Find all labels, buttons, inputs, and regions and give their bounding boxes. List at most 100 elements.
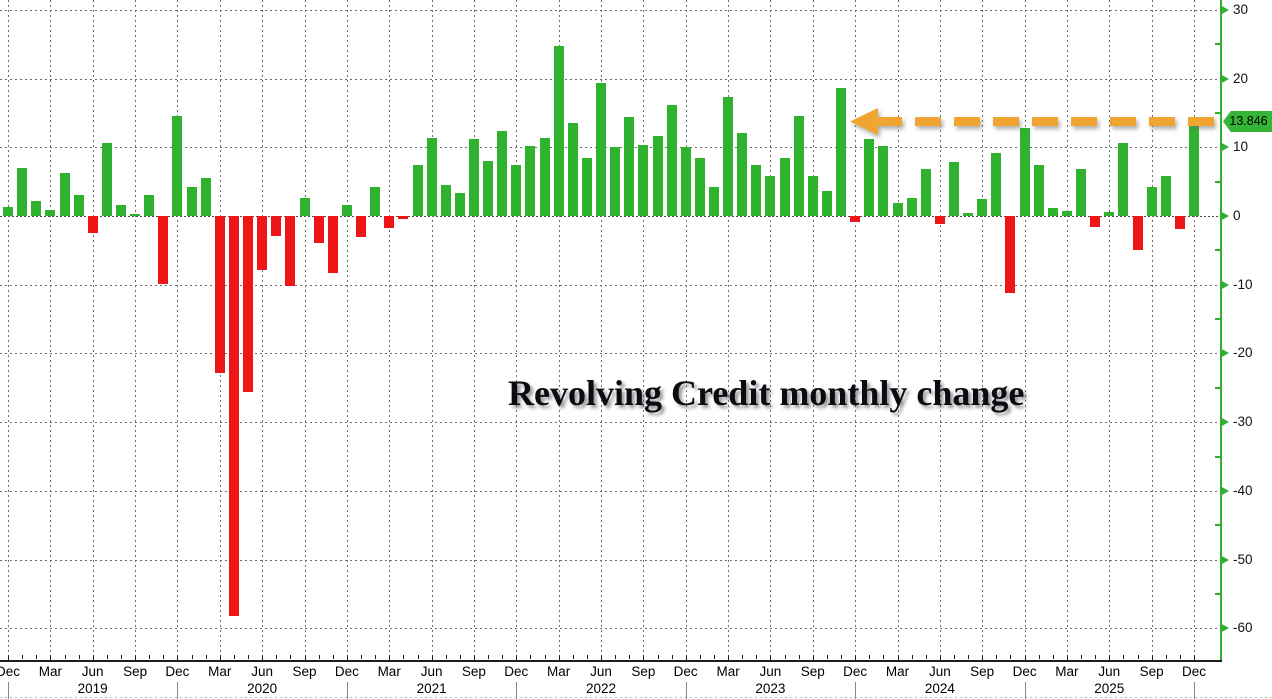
- x-month-tick: [473, 655, 475, 660]
- bar-Nov-2024: [1005, 216, 1016, 293]
- bar-Oct-2025: [1160, 176, 1171, 216]
- y-tick-arrow-icon: [1220, 417, 1229, 428]
- y-tick-arrow-icon: [1220, 623, 1229, 634]
- page-title: Revolving Credit monthly change: [508, 373, 1025, 413]
- x-month-tick: [375, 655, 377, 659]
- bar-Mar-2024: [892, 202, 903, 216]
- y-axis-line: [1220, 0, 1222, 662]
- gridline-vertical: [897, 0, 899, 660]
- x-year-separator: [855, 682, 857, 699]
- x-tick-label: Dec: [0, 664, 20, 679]
- last-value-tag: 13.846: [1223, 111, 1272, 132]
- bar-Aug-2019: [116, 205, 126, 216]
- x-month-tick: [714, 655, 715, 659]
- bar-Feb-2025: [1047, 208, 1058, 216]
- bar-Oct-2024: [991, 152, 1002, 216]
- x-month-tick: [488, 655, 489, 659]
- y-tick-label: -30: [1233, 414, 1253, 430]
- x-month-tick: [92, 655, 94, 660]
- gridline-vertical: [728, 0, 730, 660]
- bar-Jul-2024: [949, 162, 959, 216]
- x-tick-label: Jun: [759, 664, 782, 679]
- x-month-tick: [502, 655, 504, 659]
- bar-Nov-2025: [1174, 216, 1185, 230]
- bar-Nov-2019: [158, 216, 169, 284]
- gridline-vertical: [92, 0, 94, 660]
- x-tick-label: Jun: [81, 664, 104, 679]
- gridline-vertical: [431, 0, 433, 660]
- bar-Feb-2023: [709, 186, 719, 216]
- bar-Jun-2025: [1104, 211, 1115, 216]
- x-month-tick: [685, 655, 687, 660]
- gridline-vertical: [812, 0, 814, 660]
- bar-Mar-2021: [384, 216, 395, 228]
- bar-Feb-2020: [200, 178, 211, 216]
- x-month-tick: [699, 655, 701, 659]
- x-month-tick: [332, 655, 334, 659]
- x-month-tick: [657, 655, 659, 659]
- x-year-separator: [516, 682, 518, 699]
- x-month-tick: [106, 655, 108, 659]
- bar-Nov-2020: [327, 216, 338, 273]
- y-tick-arrow-icon: [1220, 73, 1229, 84]
- x-tick-label: Dec: [673, 664, 698, 679]
- x-tick-label: Sep: [970, 664, 995, 679]
- y-minor-tick: [1215, 318, 1221, 321]
- bar-Apr-2025: [1076, 168, 1086, 216]
- x-month-tick: [121, 655, 122, 659]
- bar-Sep-2020: [299, 197, 310, 216]
- gridline-vertical: [1151, 0, 1153, 660]
- x-month-tick: [643, 655, 645, 660]
- bar-Sep-2025: [1146, 186, 1157, 216]
- x-month-tick: [276, 655, 278, 659]
- x-month-tick: [1010, 655, 1012, 659]
- gridline-vertical: [1109, 0, 1111, 660]
- gridline-vertical: [516, 0, 518, 660]
- bar-Feb-2021: [370, 186, 381, 216]
- x-month-tick: [177, 655, 179, 660]
- x-month-tick: [361, 655, 362, 659]
- bar-Aug-2022: [624, 117, 635, 216]
- gridline-vertical: [601, 0, 602, 660]
- x-month-tick: [389, 655, 391, 660]
- x-tick-label: Dec: [1012, 664, 1037, 679]
- bar-Apr-2021: [398, 216, 409, 220]
- bar-Dec-2020: [341, 205, 352, 216]
- gridline-vertical: [643, 0, 645, 660]
- bar-Apr-2024: [906, 198, 917, 216]
- bar-Mar-2019: [45, 209, 56, 216]
- bar-Jan-2020: [186, 187, 197, 216]
- x-month-tick: [855, 655, 857, 660]
- bar-Dec-2023: [850, 216, 861, 222]
- x-month-tick: [1194, 655, 1195, 660]
- gridline-vertical: [982, 0, 984, 660]
- bar-Jan-2025: [1033, 164, 1044, 216]
- bar-Mar-2023: [723, 97, 734, 216]
- gridline-horizontal: [0, 490, 1221, 492]
- x-month-tick: [205, 655, 207, 659]
- x-month-tick: [149, 655, 151, 659]
- x-month-tick: [897, 655, 899, 660]
- bar-Aug-2024: [963, 212, 974, 216]
- bar-Sep-2021: [468, 139, 479, 216]
- gridline-vertical: [1066, 0, 1068, 660]
- x-month-tick: [191, 655, 193, 659]
- x-month-tick: [1024, 655, 1026, 660]
- gridline-horizontal: [0, 9, 1221, 11]
- y-tick-arrow-icon: [1220, 348, 1229, 359]
- bar-May-2019: [73, 194, 84, 216]
- gridline-vertical: [1024, 0, 1026, 660]
- y-tick-arrow-icon: [1220, 554, 1229, 565]
- gridline-vertical: [50, 0, 52, 660]
- x-year-separator: [177, 682, 179, 699]
- x-month-tick: [756, 655, 758, 659]
- bar-Jan-2023: [694, 158, 705, 216]
- bar-Aug-2023: [793, 115, 804, 216]
- x-month-tick: [728, 655, 730, 660]
- x-month-tick: [982, 655, 984, 660]
- x-month-tick: [459, 655, 461, 659]
- x-tick-label: Dec: [334, 664, 359, 679]
- x-month-tick: [1038, 655, 1040, 659]
- gridline-vertical: [262, 0, 264, 660]
- x-month-tick: [544, 655, 546, 659]
